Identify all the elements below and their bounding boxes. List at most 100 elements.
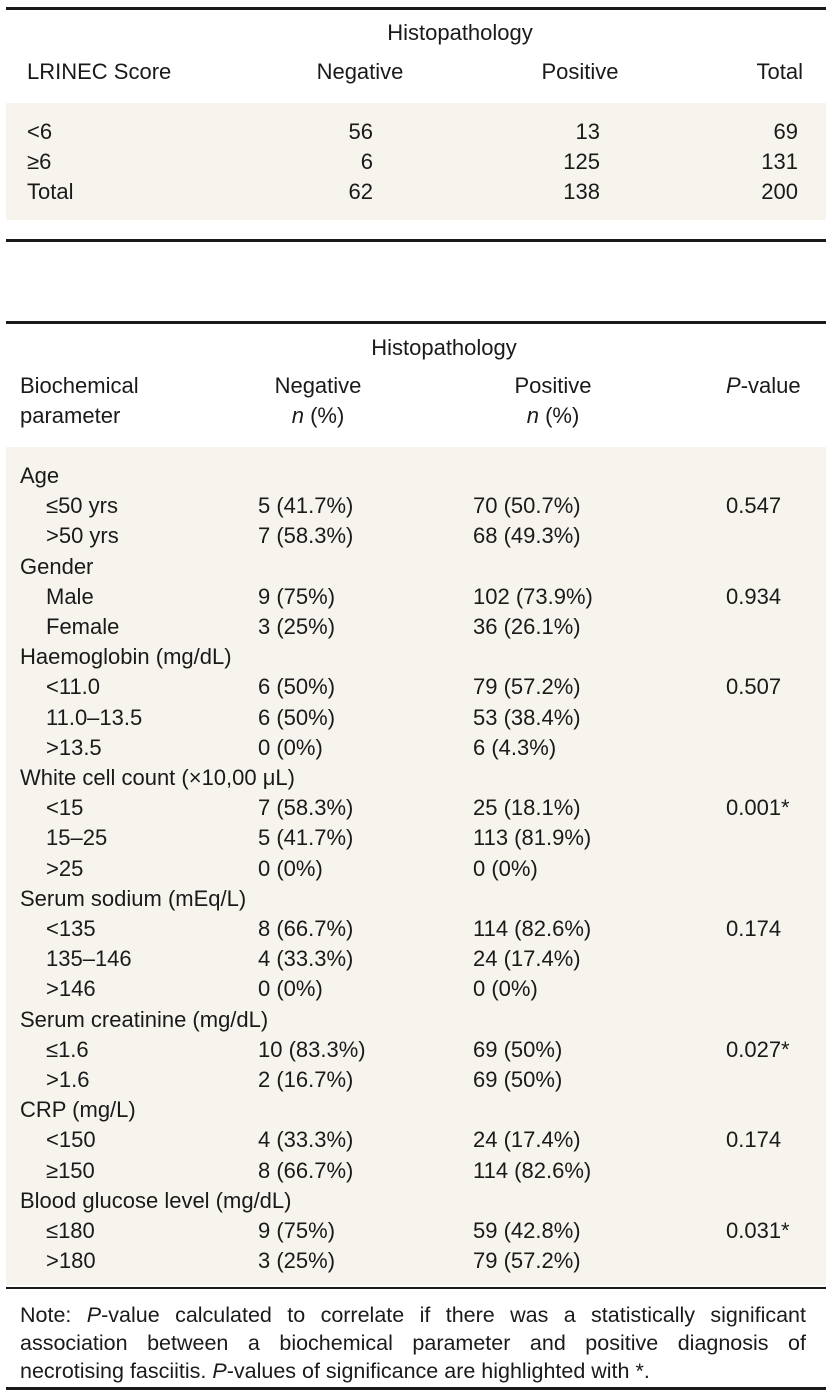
table2-row-label: <11.0 [46,674,101,700]
table2-cell-pvalue: 0.031* [726,1218,790,1243]
table2-cell-positive: 79 (57.2%) [473,674,581,700]
table2-cell-negative: 4 (33.3%) [258,1127,354,1153]
table2-col-pvalue-rest: -value [740,373,801,398]
table2-row-label: 15–25 [46,825,108,851]
table1-cell-total: 200 [761,179,798,204]
table2-row-label: ≥150 [46,1157,95,1183]
table2-col-negative-line1: Negative [274,373,362,398]
table1-cell-negative: 56 [348,119,373,144]
table2-cell-pvalue: 0.174 [726,916,782,941]
table1-col-score: LRINEC Score [27,59,172,84]
table2-col-param: Biochemical parameter [20,371,139,431]
table2-cell-positive: 24 (17.4%) [473,946,581,972]
table2-cell-negative: 9 (75%) [258,1218,336,1243]
table2-row-label: >13.5 [46,734,102,760]
table2-section-header: CRP (mg/L) [20,1097,136,1123]
table2-col-negative: Negative n (%) [238,371,398,431]
table2-bottom-rule [6,1387,826,1390]
table2-row-label: ≤180 [46,1218,95,1243]
table2-cell-negative: 8 (66.7%) [258,916,354,941]
table2-cell-positive: 24 (17.4%) [473,1127,581,1153]
table2-mid-rule [6,1287,826,1289]
table2-cell-positive: 114 (82.6%) [473,916,592,941]
table2-row-label: <15 [46,795,84,821]
table2-row-label: >50 yrs [46,523,119,549]
table2-cell-pvalue: 0.547 [726,493,782,519]
table2-cell-positive: 25 (18.1%) [473,795,581,821]
table2-cell-pvalue: 0.934 [726,583,782,609]
table2-cell-negative: 0 (0%) [258,976,323,1002]
table1-cell-total: 131 [761,149,798,174]
note-p-1: P [86,1303,102,1327]
table2-cell-negative: 6 (50%) [258,704,336,730]
table2-section-header: Haemoglobin (mg/dL) [20,644,232,670]
table2-section-header: Serum creatinine (mg/dL) [20,1006,269,1032]
table2-col-pvalue: P-value [726,371,801,401]
table2-col-positive-n: n [526,403,539,428]
table1-cell-score: ≥6 [27,149,52,174]
table2-col-positive-line2: n (%) [473,401,633,431]
table2-col-positive: Positive n (%) [473,371,633,431]
table1-top-rule [6,7,826,10]
table2-col-pvalue-p: P [726,373,741,398]
table2-cell-negative: 5 (41.7%) [258,825,354,851]
table2-col-negative-pct: (%) [303,403,345,428]
note-text-2: -values of significance are highlighted … [226,1359,650,1383]
table2-row-label: <135 [46,916,96,941]
table2-cell-negative: 6 (50%) [258,674,336,700]
table2-top-rule [6,321,826,324]
table2-col-param-line1: Biochemical [20,373,139,398]
table2-col-positive-line1: Positive [514,373,592,398]
table2-cell-negative: 9 (75%) [258,583,336,609]
table1-col-total: Total [756,59,803,84]
table2-cell-positive: 113 (81.9%) [473,825,592,851]
table1-cell-negative: 62 [348,179,373,204]
table2-row-label: <150 [46,1127,96,1153]
note-text-1: -value calculated to correlate if there … [20,1303,806,1383]
table2-cell-positive: 70 (50.7%) [473,493,581,519]
table1-cell-score: Total [27,179,74,204]
table1-group-header: Histopathology [387,20,533,45]
table2-cell-positive: 0 (0%) [473,855,538,881]
table2-cell-negative: 8 (66.7%) [258,1157,354,1183]
table2-cell-negative: 10 (83.3%) [258,1036,366,1062]
table2-cell-negative: 7 (58.3%) [258,795,354,821]
table2-row-label: ≤50 yrs [46,493,118,519]
table2-row-label: >146 [46,976,96,1002]
table2-cell-negative: 0 (0%) [258,734,323,760]
table2-cell-negative: 7 (58.3%) [258,523,354,549]
table2-row-label: >25 [46,855,84,881]
table1-col-positive: Positive [541,59,619,84]
table2-cell-negative: 5 (41.7%) [258,493,354,519]
table2-footnote: Note: P-value calculated to correlate if… [20,1301,806,1385]
table2-cell-pvalue: 0.174 [726,1127,782,1153]
table2-section-header: Serum sodium (mEq/L) [20,885,247,911]
table2-cell-positive: 69 (50%) [473,1036,563,1062]
table2-cell-positive: 79 (57.2%) [473,1248,581,1274]
table2-cell-pvalue: 0.001* [726,795,790,821]
table2-cell-positive: 0 (0%) [473,976,538,1002]
table2-cell-negative: 2 (16.7%) [258,1067,354,1092]
table2-cell-negative: 3 (25%) [258,614,336,639]
table2-cell-positive: 114 (82.6%) [473,1157,592,1183]
table2-col-param-line2: parameter [20,403,121,428]
table2-row-label: >180 [46,1248,96,1274]
table2-col-negative-n: n [291,403,304,428]
table2-cell-negative: 4 (33.3%) [258,946,354,972]
table1-cell-total: 69 [773,119,798,144]
table1-cell-positive: 138 [563,179,600,204]
table1-cell-score: <6 [27,119,53,144]
note-prefix: Note: [20,1303,87,1327]
table2-cell-positive: 53 (38.4%) [473,704,581,730]
table2-row-label: ≤1.6 [46,1036,89,1062]
table2-cell-negative: 0 (0%) [258,855,323,881]
note-p-2: P [212,1359,227,1383]
table2-group-header: Histopathology [371,335,517,360]
table1-cell-positive: 125 [563,149,600,174]
table2-row-label: >1.6 [46,1067,90,1092]
table2-cell-positive: 102 (73.9%) [473,583,593,609]
table2-section-header: Blood glucose level (mg/dL) [20,1187,292,1213]
table2-col-positive-pct: (%) [538,403,580,428]
table1-cell-negative: 6 [360,149,373,174]
table2-body [6,447,826,1285]
